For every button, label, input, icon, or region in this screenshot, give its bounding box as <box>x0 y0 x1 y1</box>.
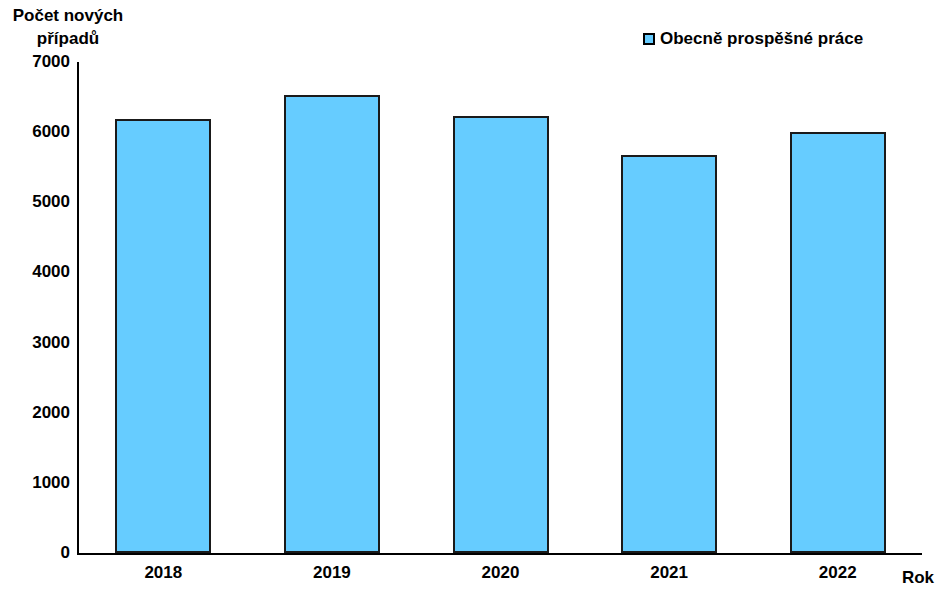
y-tick-label-1000: 1000 <box>8 474 70 492</box>
x-axis-label: Rok <box>890 568 934 588</box>
x-tick-label-2018: 2018 <box>118 563 208 583</box>
y-axis-title-line2: případů <box>6 27 130 50</box>
y-tick-label-2000: 2000 <box>8 404 70 422</box>
y-tick-label-4000: 4000 <box>8 263 70 281</box>
legend-label: Obecně prospěšné práce <box>660 29 863 49</box>
y-axis-title: Počet nových případů <box>6 4 130 50</box>
bar-2022 <box>790 132 886 553</box>
plot-area <box>77 62 922 555</box>
y-tick-label-5000: 5000 <box>8 193 70 211</box>
bar-2019 <box>284 95 380 553</box>
legend-swatch-icon <box>643 33 655 45</box>
y-tick-label-0: 0 <box>8 544 70 562</box>
y-axis-title-line1: Počet nových <box>6 4 130 27</box>
x-tick-label-2022: 2022 <box>793 563 883 583</box>
legend: Obecně prospěšné práce <box>643 29 863 49</box>
y-tick-label-3000: 3000 <box>8 334 70 352</box>
x-tick-label-2020: 2020 <box>456 563 546 583</box>
y-tick-label-6000: 6000 <box>8 123 70 141</box>
bar-2021 <box>621 155 717 553</box>
x-tick-label-2019: 2019 <box>287 563 377 583</box>
bar-2018 <box>115 119 211 553</box>
y-tick-label-7000: 7000 <box>8 53 70 71</box>
x-tick-label-2021: 2021 <box>624 563 714 583</box>
chart: Počet nových případů Obecně prospěšné pr… <box>0 0 945 609</box>
bar-2020 <box>453 116 549 553</box>
